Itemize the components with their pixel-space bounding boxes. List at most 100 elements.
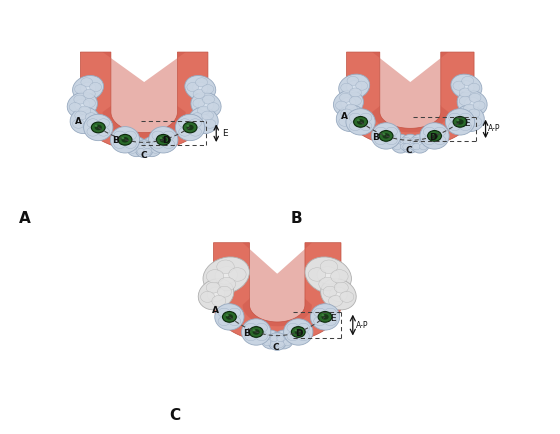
Ellipse shape [468, 109, 480, 118]
Circle shape [321, 314, 329, 320]
Ellipse shape [189, 119, 202, 128]
Text: A: A [75, 117, 82, 125]
Ellipse shape [191, 113, 203, 122]
Text: D: D [430, 133, 437, 142]
Text: B: B [291, 210, 303, 226]
Circle shape [249, 327, 263, 337]
Circle shape [379, 131, 393, 141]
Ellipse shape [196, 115, 211, 126]
Ellipse shape [470, 117, 482, 126]
Ellipse shape [469, 93, 481, 102]
Ellipse shape [385, 127, 398, 136]
Ellipse shape [126, 137, 147, 157]
Ellipse shape [318, 311, 333, 323]
Ellipse shape [403, 138, 410, 144]
Circle shape [95, 125, 102, 130]
Ellipse shape [185, 76, 216, 101]
Ellipse shape [83, 114, 113, 141]
Ellipse shape [110, 127, 139, 153]
Ellipse shape [179, 119, 191, 128]
Polygon shape [347, 52, 474, 147]
Circle shape [183, 122, 197, 133]
Ellipse shape [320, 260, 338, 273]
Ellipse shape [137, 148, 144, 155]
Ellipse shape [434, 135, 446, 145]
Ellipse shape [449, 113, 461, 122]
Ellipse shape [297, 332, 310, 341]
Circle shape [456, 119, 464, 125]
Ellipse shape [339, 74, 370, 99]
Ellipse shape [317, 267, 339, 284]
Ellipse shape [228, 316, 241, 326]
Ellipse shape [152, 139, 164, 148]
Circle shape [295, 329, 297, 332]
Text: C: C [405, 147, 412, 155]
Ellipse shape [324, 316, 337, 326]
Circle shape [382, 133, 390, 139]
Ellipse shape [217, 260, 234, 273]
Ellipse shape [375, 135, 387, 145]
Ellipse shape [287, 332, 299, 341]
Circle shape [156, 135, 170, 145]
Ellipse shape [314, 308, 326, 317]
Ellipse shape [340, 291, 354, 302]
Ellipse shape [83, 99, 95, 108]
Ellipse shape [207, 287, 225, 302]
Ellipse shape [434, 127, 446, 136]
Ellipse shape [459, 88, 471, 97]
Ellipse shape [203, 257, 249, 294]
Ellipse shape [268, 332, 286, 350]
Ellipse shape [124, 139, 136, 148]
Ellipse shape [147, 142, 157, 151]
Ellipse shape [148, 127, 178, 153]
Ellipse shape [462, 112, 477, 125]
Ellipse shape [202, 111, 213, 120]
Ellipse shape [187, 82, 199, 92]
Ellipse shape [276, 339, 284, 346]
Ellipse shape [206, 282, 220, 293]
Circle shape [431, 133, 438, 139]
Circle shape [122, 137, 124, 139]
Circle shape [357, 119, 364, 125]
Text: E: E [330, 314, 336, 323]
Ellipse shape [410, 143, 418, 150]
Ellipse shape [73, 119, 85, 128]
Ellipse shape [339, 93, 352, 102]
Ellipse shape [412, 138, 421, 144]
Ellipse shape [419, 138, 427, 144]
Ellipse shape [218, 316, 230, 326]
Ellipse shape [217, 286, 231, 297]
Ellipse shape [79, 106, 91, 115]
Ellipse shape [203, 95, 214, 104]
Ellipse shape [199, 99, 213, 111]
Circle shape [453, 116, 467, 127]
Ellipse shape [400, 138, 408, 144]
Ellipse shape [323, 286, 337, 297]
Ellipse shape [451, 74, 482, 99]
Text: C: C [272, 343, 279, 352]
Circle shape [295, 329, 302, 335]
Ellipse shape [385, 135, 398, 145]
Ellipse shape [347, 76, 359, 85]
Ellipse shape [128, 147, 137, 153]
Ellipse shape [263, 339, 271, 346]
Circle shape [226, 314, 228, 316]
Ellipse shape [287, 323, 299, 332]
Ellipse shape [310, 304, 340, 330]
Ellipse shape [228, 268, 246, 281]
Text: B: B [244, 329, 250, 338]
Polygon shape [242, 243, 312, 326]
Ellipse shape [255, 323, 268, 332]
Circle shape [382, 133, 385, 135]
Ellipse shape [346, 104, 357, 113]
Ellipse shape [261, 330, 281, 349]
Ellipse shape [135, 140, 153, 158]
Ellipse shape [193, 121, 206, 130]
Ellipse shape [324, 308, 337, 317]
Ellipse shape [270, 339, 278, 346]
Ellipse shape [410, 134, 430, 153]
Text: B: B [113, 136, 119, 145]
Ellipse shape [218, 277, 236, 291]
Ellipse shape [114, 131, 125, 140]
Ellipse shape [400, 143, 408, 150]
